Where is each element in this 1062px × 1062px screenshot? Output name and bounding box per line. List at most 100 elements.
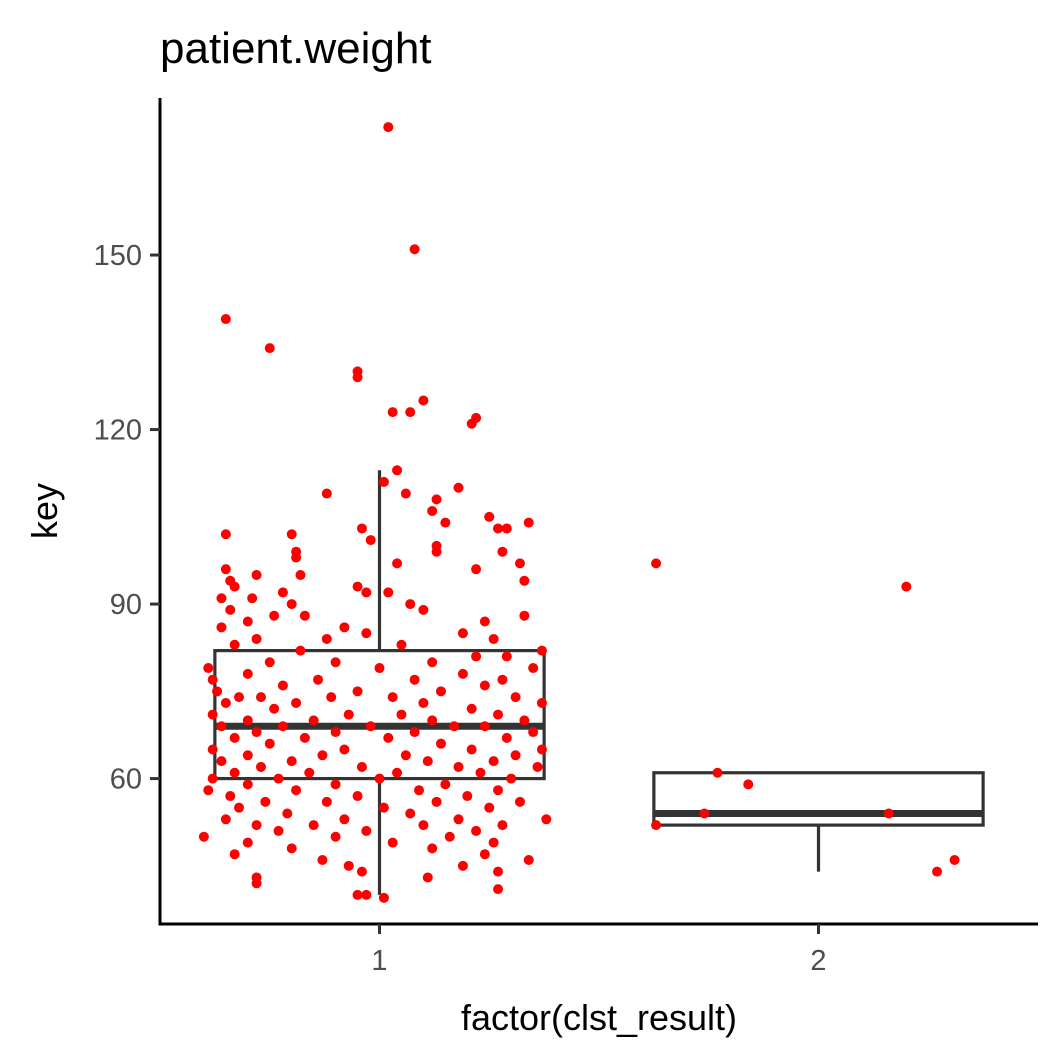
data-point	[510, 750, 521, 761]
data-point	[339, 744, 350, 755]
data-point	[242, 668, 253, 679]
data-point	[528, 663, 539, 674]
data-point	[291, 552, 302, 563]
y-axis-title: key	[24, 483, 65, 539]
data-point	[427, 715, 438, 726]
data-point	[378, 892, 389, 903]
y-tick-label: 120	[94, 415, 142, 447]
data-point	[466, 703, 477, 714]
data-point	[313, 674, 324, 685]
data-point	[431, 796, 442, 807]
data-point	[242, 715, 253, 726]
data-point	[220, 697, 231, 708]
data-point	[396, 709, 407, 720]
data-point	[414, 785, 425, 796]
data-point	[321, 488, 332, 499]
data-point	[365, 535, 376, 546]
data-point	[229, 732, 240, 743]
data-point	[493, 884, 504, 895]
data-point	[514, 558, 525, 569]
data-point	[308, 715, 319, 726]
data-point	[356, 523, 367, 534]
data-point	[247, 593, 258, 604]
data-point	[251, 633, 262, 644]
data-point	[273, 773, 284, 784]
data-point	[506, 773, 517, 784]
data-point	[418, 395, 429, 406]
data-point	[400, 488, 411, 499]
data-point	[501, 523, 512, 534]
data-point	[361, 889, 372, 900]
data-point	[234, 692, 245, 703]
data-point	[286, 529, 297, 540]
data-point	[519, 715, 530, 726]
data-point	[207, 709, 218, 720]
data-point	[203, 663, 214, 674]
data-point	[743, 779, 754, 790]
data-point	[431, 494, 442, 505]
data-point	[457, 628, 468, 639]
data-point	[392, 558, 403, 569]
data-point	[352, 581, 363, 592]
data-point	[471, 651, 482, 662]
data-point	[949, 855, 960, 866]
data-point	[352, 686, 363, 697]
plot-area: 60 90 120 150 1 2	[94, 98, 1038, 977]
data-point	[286, 843, 297, 854]
data-point	[330, 779, 341, 790]
data-point	[479, 616, 490, 627]
data-point	[277, 587, 288, 598]
data-point	[220, 814, 231, 825]
data-point	[409, 727, 420, 738]
data-point	[255, 692, 266, 703]
data-point	[453, 482, 464, 493]
data-point	[536, 744, 547, 755]
data-point	[409, 244, 420, 255]
data-point	[352, 889, 363, 900]
chart-title: patient.weight	[160, 24, 432, 73]
data-point	[216, 721, 227, 732]
data-point	[299, 610, 310, 621]
data-point	[229, 581, 240, 592]
data-point	[541, 814, 552, 825]
data-point	[457, 668, 468, 679]
data-point	[330, 657, 341, 668]
data-point	[264, 657, 275, 668]
data-point	[251, 878, 262, 889]
data-point	[326, 692, 337, 703]
data-point	[396, 639, 407, 650]
data-point	[479, 680, 490, 691]
x-axis-title: factor(clst_result)	[461, 997, 737, 1038]
data-point	[471, 564, 482, 575]
data-point	[286, 756, 297, 767]
data-point	[229, 767, 240, 778]
data-point	[242, 750, 253, 761]
data-point	[405, 808, 416, 819]
data-point	[242, 837, 253, 848]
data-point	[405, 407, 416, 418]
data-point	[400, 750, 411, 761]
x-tick-label: 1	[371, 945, 387, 977]
data-point	[440, 779, 451, 790]
data-point	[374, 663, 385, 674]
data-point	[291, 697, 302, 708]
data-point	[207, 773, 218, 784]
data-point	[427, 657, 438, 668]
data-point	[387, 407, 398, 418]
data-point	[339, 814, 350, 825]
data-point	[383, 122, 394, 133]
data-point	[361, 587, 372, 598]
data-point	[484, 802, 495, 813]
data-point	[475, 767, 486, 778]
data-point	[225, 791, 236, 802]
data-point	[343, 709, 354, 720]
data-point	[435, 738, 446, 749]
data-point	[269, 610, 280, 621]
data-point	[932, 866, 943, 877]
data-point	[216, 622, 227, 633]
data-point	[422, 872, 433, 883]
data-point	[356, 761, 367, 772]
data-point	[528, 727, 539, 738]
data-point	[251, 727, 262, 738]
data-point	[514, 796, 525, 807]
